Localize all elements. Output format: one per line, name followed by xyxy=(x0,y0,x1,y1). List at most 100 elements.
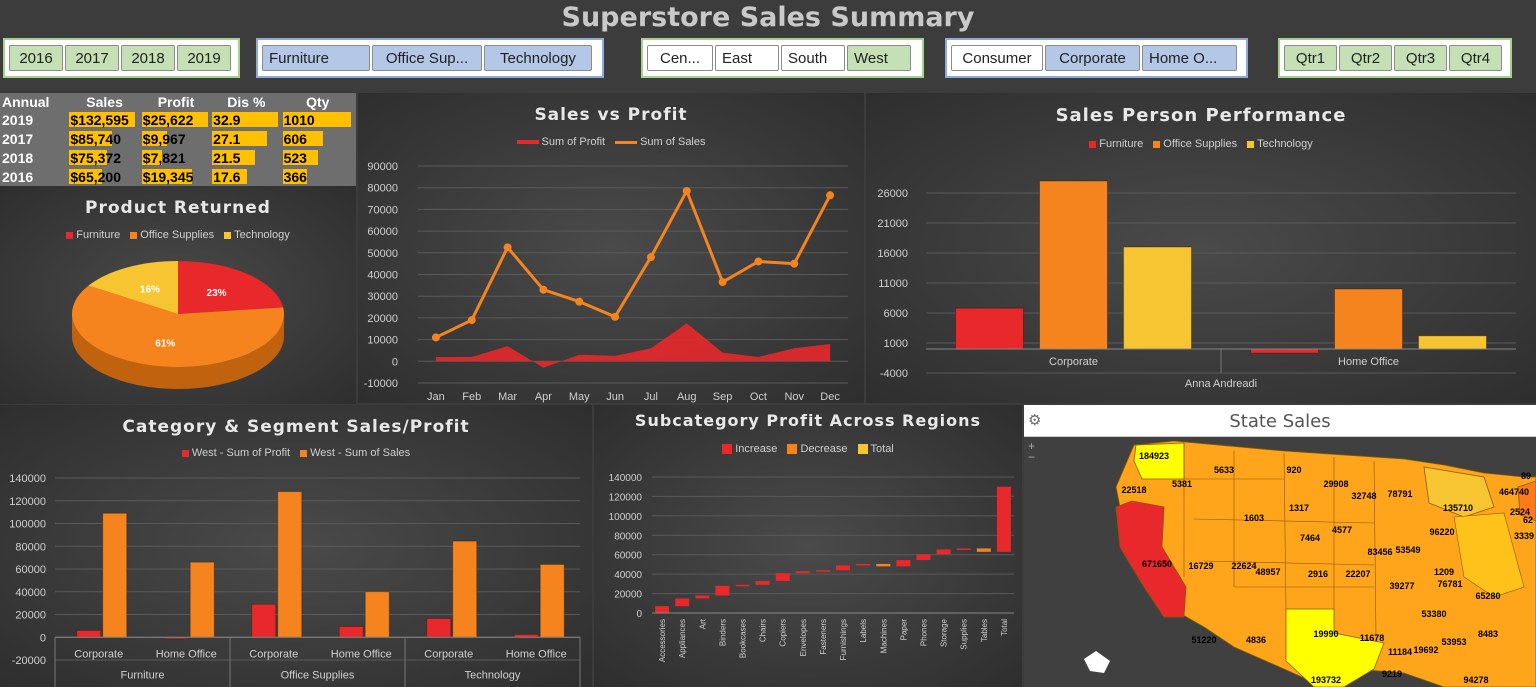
slicer-region-south[interactable]: South xyxy=(781,45,845,71)
slicer-segment-home-office[interactable]: Home O... xyxy=(1142,45,1237,71)
legend-label: Increase xyxy=(735,443,778,455)
state-label: 53549 xyxy=(1395,545,1420,555)
data-bar xyxy=(69,131,113,146)
state-label: 53953 xyxy=(1441,637,1466,647)
state-label: 53380 xyxy=(1421,609,1446,619)
x-tick-label: Chairs xyxy=(759,619,768,642)
legend-item: Sum of Profit xyxy=(516,136,606,148)
state-label: 62 xyxy=(1523,515,1533,525)
x-tick-label: Sep xyxy=(713,391,733,403)
slicer-segment-corporate[interactable]: Corporate xyxy=(1045,45,1140,71)
state-label: 65280 xyxy=(1475,591,1500,601)
gear-icon[interactable]: ⚙ xyxy=(1028,412,1042,429)
legend-item: Furniture xyxy=(1089,138,1143,150)
legend-item: Office Supplies xyxy=(130,229,214,241)
waterfall-bar xyxy=(715,585,730,596)
x-tick-label: Envelopes xyxy=(799,619,808,656)
state-label: 5633 xyxy=(1214,465,1234,475)
state-label: 16729 xyxy=(1188,561,1213,571)
state-region xyxy=(1423,466,1495,518)
bar xyxy=(76,629,102,638)
waterfall-bar xyxy=(876,563,891,567)
x-group-label: Anna Andreadi xyxy=(1185,378,1257,390)
bar xyxy=(277,491,303,638)
slicer-quarter-2[interactable]: Qtr2 xyxy=(1339,45,1392,71)
slicer-quarter-1[interactable]: Qtr1 xyxy=(1284,45,1337,71)
sales-vs-profit-panel: Sales vs Profit Sum of Profit Sum of Sal… xyxy=(358,93,864,403)
y-tick-label: 40000 xyxy=(614,570,642,581)
state-label: 1603 xyxy=(1244,513,1264,523)
slicer-year-2019[interactable]: 2019 xyxy=(177,45,231,71)
zoom-out-icon[interactable]: − xyxy=(1028,450,1036,464)
legend-item: West - Sum of Profit xyxy=(181,447,290,459)
slicer-year-2017[interactable]: 2017 xyxy=(65,45,119,71)
slicer-segment-consumer[interactable]: Consumer xyxy=(951,45,1043,71)
bar xyxy=(1334,288,1403,350)
slicer-region-east[interactable]: East xyxy=(715,45,779,71)
product-returned-panel: Product Returned Furniture Office Suppli… xyxy=(0,186,356,404)
legend-item: Total xyxy=(857,443,894,455)
waterfall-bar xyxy=(695,595,710,599)
legend-label: Furniture xyxy=(1099,138,1144,150)
waterfall-bar xyxy=(856,563,871,566)
zoom-in-icon[interactable]: + xyxy=(1028,439,1036,453)
slicer-category-office-supplies[interactable]: Office Sup... xyxy=(372,45,482,71)
pie-label: 61% xyxy=(155,338,175,349)
annual-cell-qty: 1010 xyxy=(282,110,354,129)
state-newyork xyxy=(1517,480,1536,522)
slicer-quarter-4[interactable]: Qtr4 xyxy=(1449,45,1502,71)
y-tick-label: 6000 xyxy=(884,308,908,320)
slicer-year-2016[interactable]: 2016 xyxy=(9,45,63,71)
waterfall-bar xyxy=(775,573,790,581)
x-segment-label: Home Office xyxy=(506,648,567,660)
legend-label: Total xyxy=(870,443,894,455)
annual-cell-qty: 366 xyxy=(282,167,354,186)
slicer-category-technology[interactable]: Technology xyxy=(484,45,592,71)
category-segment-panel: Category & Segment Sales/Profit West - S… xyxy=(0,405,592,687)
state-label: 920 xyxy=(1286,465,1301,475)
x-tick-label: Feb xyxy=(462,391,481,403)
slicer-category-furniture[interactable]: Furniture xyxy=(262,45,370,71)
annual-cell-sales: $65,200 xyxy=(68,167,140,186)
state-label: 39277 xyxy=(1389,581,1414,591)
x-group-label: Technology xyxy=(465,669,521,681)
x-tick-label: Jul xyxy=(644,391,658,403)
annual-value: $25,622 xyxy=(142,111,194,128)
sales-person-chart: 26000 21000 16000 11000 6000 1000 -4000 Corpora… xyxy=(877,180,1516,390)
state-label: 464740 xyxy=(1499,487,1529,497)
y-tick-label: 20000 xyxy=(367,313,398,325)
x-tick-label: Appliances xyxy=(678,619,687,658)
x-tick-label: Storage xyxy=(940,618,949,647)
annual-table-panel: Annual Sales Profit Dis % Qty 2019 $132,5… xyxy=(0,93,356,186)
legend-item: Technology xyxy=(1247,138,1313,150)
legend-label: Sum of Profit xyxy=(541,136,606,148)
state-border xyxy=(1193,518,1375,524)
data-bar xyxy=(282,131,324,146)
pie-slice xyxy=(72,285,284,367)
state-label: 4836 xyxy=(1246,635,1266,645)
sales-vs-profit-title: Sales vs Profit xyxy=(534,105,688,125)
annual-cell-profit: $25,622 xyxy=(141,110,211,129)
state-label: 2916 xyxy=(1308,569,1328,579)
sales-point xyxy=(539,285,548,294)
slicer-region-west[interactable]: West xyxy=(847,45,911,71)
state-label: 83456 xyxy=(1367,547,1392,557)
data-bar xyxy=(141,112,208,127)
x-tick-label: Art xyxy=(698,618,707,629)
bar xyxy=(338,625,364,638)
x-segment-label: Corporate xyxy=(249,648,298,660)
category-segment-legend: West - Sum of Profit West - Sum of Sales xyxy=(0,447,592,459)
slicer-quarter-3[interactable]: Qtr3 xyxy=(1394,45,1447,71)
state-label: 3339 xyxy=(1514,531,1534,541)
annual-value: $19,345 xyxy=(142,168,194,185)
annual-value: 2017 xyxy=(2,130,34,147)
y-tick-label: -4000 xyxy=(880,368,908,380)
waterfall-bar xyxy=(896,560,911,567)
bar xyxy=(1418,335,1487,350)
state-label: 193732 xyxy=(1311,675,1341,685)
slicer-region-central[interactable]: Cen... xyxy=(647,45,713,71)
zoom-controls[interactable]: + − xyxy=(1028,439,1036,464)
x-group-label: Furniture xyxy=(120,669,164,681)
slicer-year-2018[interactable]: 2018 xyxy=(121,45,175,71)
